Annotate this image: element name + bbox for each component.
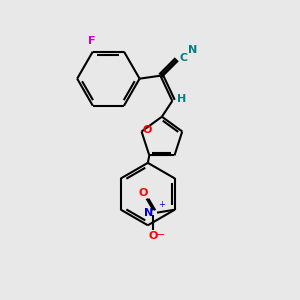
- Text: H: H: [177, 94, 186, 104]
- Text: +: +: [158, 200, 165, 209]
- Text: O: O: [139, 188, 148, 198]
- Text: N: N: [188, 45, 197, 56]
- Text: O: O: [149, 231, 158, 242]
- Text: N: N: [144, 208, 154, 218]
- Text: O: O: [143, 125, 152, 135]
- Text: F: F: [88, 36, 95, 46]
- Text: −: −: [156, 230, 166, 240]
- Text: C: C: [179, 53, 187, 63]
